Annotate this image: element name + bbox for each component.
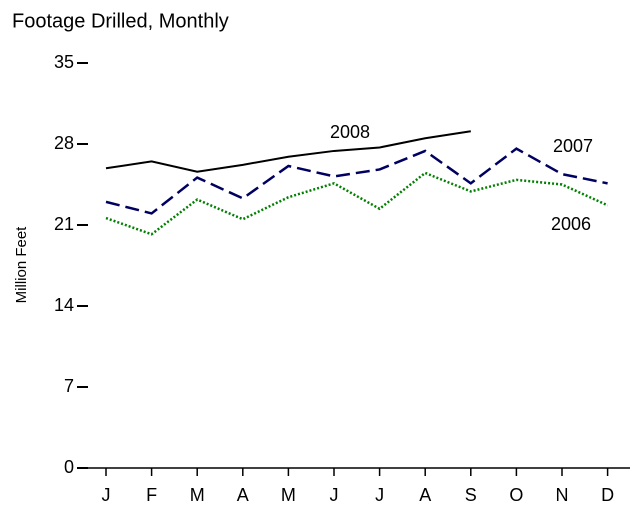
y-tick-label: 21: [54, 214, 74, 234]
series-label: 2006: [551, 214, 591, 234]
series-line: [105, 171, 609, 236]
y-axis-label: Million Feet: [13, 226, 30, 304]
y-tick-label: 35: [54, 52, 74, 72]
x-tick-label: J: [375, 485, 384, 505]
series-line: [105, 130, 471, 173]
x-tick-label: D: [601, 485, 614, 505]
x-tick-label: J: [330, 485, 339, 505]
x-tick-label: N: [556, 485, 569, 505]
x-tick-label: M: [190, 485, 205, 505]
x-tick-label: A: [237, 485, 249, 505]
x-tick-label: O: [509, 485, 523, 505]
y-tick-label: 0: [64, 457, 74, 477]
y-tick-label: 28: [54, 133, 74, 153]
x-tick-label: J: [102, 485, 111, 505]
y-tick-label: 14: [54, 295, 74, 315]
series-label: 2007: [553, 136, 593, 156]
x-tick-label: S: [465, 485, 477, 505]
series-line: [105, 147, 608, 215]
series-label: 2008: [330, 122, 370, 142]
x-tick-label: F: [146, 485, 157, 505]
y-tick-label: 7: [64, 376, 74, 396]
chart-title: Footage Drilled, Monthly: [12, 10, 229, 32]
x-tick-label: M: [281, 485, 296, 505]
x-tick-label: A: [419, 485, 431, 505]
